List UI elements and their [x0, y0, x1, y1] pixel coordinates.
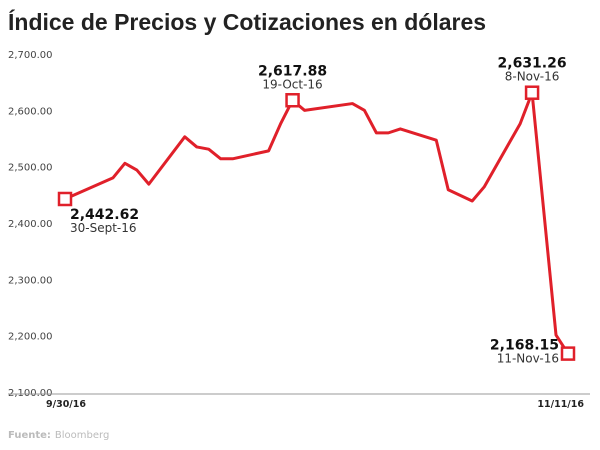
x-tick-start: 9/30/16 [46, 399, 86, 410]
annotation-value: 2,168.15 [490, 338, 559, 354]
source-label: Fuente: [8, 430, 51, 441]
data-point-marker [285, 93, 300, 108]
annotation-value: 2,442.62 [70, 207, 139, 223]
series-line [64, 91, 570, 355]
data-point-marker [524, 85, 540, 100]
annotation-value: 2,617.88 [258, 63, 327, 79]
data-point-marker [560, 346, 576, 361]
y-tick-label: 2,200.00 [8, 332, 53, 343]
data-point-marker [57, 191, 73, 207]
source-value: Bloomberg [55, 430, 109, 441]
annotation-date: 11-Nov-16 [497, 352, 559, 366]
annotation-date: 30-Sept-16 [70, 221, 137, 235]
annotation-date: 19-Oct-16 [262, 77, 322, 91]
y-tick-label: 2,600.00 [8, 106, 53, 117]
y-tick-label: 2,500.00 [8, 163, 53, 174]
y-tick-label: 2,700.00 [8, 50, 53, 61]
chart-title: Índice de Precios y Cotizaciones en dóla… [8, 8, 486, 35]
y-tick-label: 2,400.00 [8, 219, 53, 230]
y-tick-label: 2,300.00 [8, 275, 53, 286]
source-note: Fuente: Bloomberg [8, 430, 109, 441]
annotation-date: 8-Nov-16 [505, 70, 560, 84]
annotation-value: 2,631.26 [498, 56, 567, 72]
x-tick-end: 11/11/16 [537, 399, 584, 410]
